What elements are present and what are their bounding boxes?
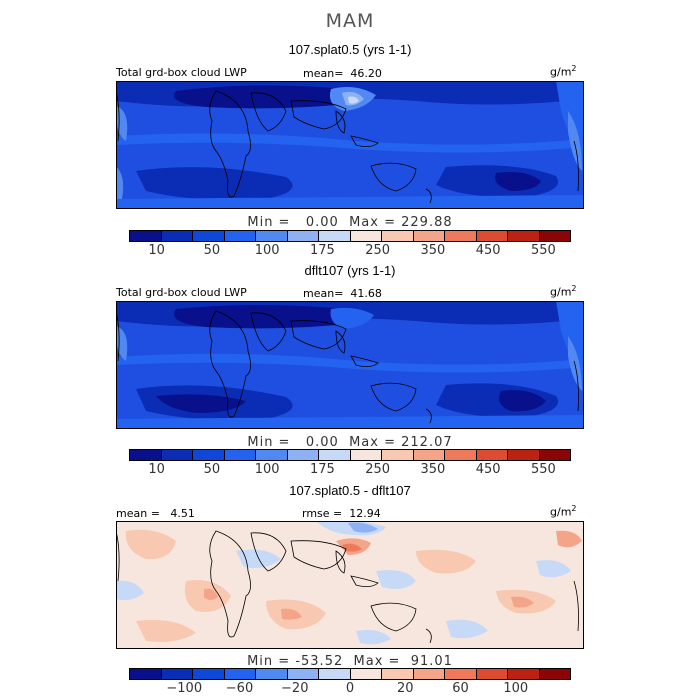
panel-3-rmse-value: 12.94 [349,507,381,520]
colorbar-tick-label: 550 [530,462,556,477]
colorbar-tick-label: 550 [530,243,556,258]
panel-3-title: 107.splat0.5 - dflt107 [289,483,411,498]
colorbar-swatch [413,450,445,460]
panel-1-mean-value: 46.20 [350,67,382,80]
panel-2-mean-label: mean= [303,287,344,300]
colorbar-swatch [382,450,414,460]
colorbar-tick-label: 250 [365,243,391,258]
panel-2-mean-stat: mean= 41.68 [303,287,382,300]
colorbar-swatch [224,669,256,679]
panel-3-rmse-stat: rmse = 12.94 [302,507,381,520]
colorbar-tick-label: 50 [203,243,221,258]
colorbar-tick-label: 350 [420,243,446,258]
panel-2-mean-value: 41.68 [350,287,382,300]
colorbar-tick-label: −60 [225,681,254,696]
colorbar-swatch [193,231,225,241]
panel-3-minmax: Min = -53.52 Max = 91.01 [247,654,453,669]
colorbar-swatch [350,669,382,679]
colorbar-swatch [287,669,319,679]
colorbar-swatch [193,669,225,679]
colorbar-tick-label: 350 [420,462,446,477]
colorbar-tick-label: 175 [309,243,335,258]
panel-1-title: 107.splat0.5 (yrs 1-1) [288,42,412,57]
panel-3-colorbar-ticks: −100 −60 −20 0 20 60 100 [129,681,571,699]
panel-3-units: g/m2 [550,504,577,519]
panel-1-map [116,81,584,209]
colorbar-swatch [508,231,540,241]
panel-1-units: g/m2 [550,64,577,79]
colorbar-tick-label: 100 [254,462,280,477]
panel-2-variable-label: Total grd-box cloud LWP [116,286,247,299]
colorbar-swatch [476,231,508,241]
colorbar-tick-label: 175 [309,462,335,477]
colorbar-swatch [508,450,540,460]
panel-2-minmax: Min = 0.00 Max = 212.07 [247,435,453,450]
colorbar-swatch [319,450,351,460]
colorbar-swatch [382,669,414,679]
colorbar-tick-label: 10 [148,243,165,258]
panel-3-mean-label: mean = [116,507,160,520]
colorbar-swatch [319,231,351,241]
colorbar-swatch [476,669,508,679]
colorbar-swatch [508,669,540,679]
colorbar-tick-label: −20 [281,681,309,696]
colorbar-swatch [539,231,570,241]
panel-2-units: g/m2 [550,284,577,299]
panel-2-map [116,301,584,429]
panel-1-variable-label: Total grd-box cloud LWP [116,66,247,79]
colorbar-tick-label: 250 [365,462,391,477]
colorbar-tick-label: 100 [254,243,280,258]
colorbar-swatch [287,231,319,241]
colorbar-swatch [539,669,570,679]
colorbar-swatch [161,231,193,241]
colorbar-swatch [161,669,193,679]
colorbar-tick-label: −100 [166,681,203,696]
colorbar-swatch [256,450,288,460]
panel-1-minmax: Min = 0.00 Max = 229.88 [247,215,453,230]
colorbar-swatch [413,231,445,241]
panel-3-map [116,521,584,649]
colorbar-tick-label: 10 [148,462,165,477]
colorbar-swatch [445,669,477,679]
colorbar-tick-label: 60 [452,681,469,696]
colorbar-tick-label: 450 [475,462,501,477]
panel-3-mean-value: 4.51 [170,507,195,520]
colorbar-swatch [539,450,570,460]
colorbar-swatch [161,450,193,460]
colorbar-swatch [130,669,162,679]
colorbar-swatch [476,450,508,460]
colorbar-swatch [193,450,225,460]
colorbar-swatch [350,450,382,460]
colorbar-swatch [130,450,162,460]
colorbar-tick-label: 0 [345,681,355,696]
colorbar-tick-label: 20 [396,681,414,696]
panel-3-colorbar [129,668,571,680]
panel-3-rmse-label: rmse = [302,507,343,520]
panel-2-colorbar-ticks: 10 50 100 175 250 350 450 550 [129,462,571,480]
colorbar-swatch [350,231,382,241]
colorbar-swatch [445,450,477,460]
colorbar-swatch [319,669,351,679]
panel-1-mean-stat: mean= 46.20 [303,67,382,80]
panel-2-colorbar [129,449,571,461]
colorbar-swatch [445,231,477,241]
colorbar-swatch [256,231,288,241]
colorbar-swatch [413,669,445,679]
panel-3-mean-stat: mean = 4.51 [116,507,195,520]
panel-2-title: dflt107 (yrs 1-1) [304,263,396,278]
colorbar-swatch [224,450,256,460]
colorbar-tick-label: 50 [203,462,221,477]
panel-1-mean-label: mean= [303,67,344,80]
colorbar-swatch [130,231,162,241]
colorbar-swatch [287,450,319,460]
colorbar-swatch [224,231,256,241]
panel-1-colorbar [129,230,571,242]
season-title: MAM [325,10,375,32]
panel-1-colorbar-ticks: 10 50 100 175 250 350 450 550 [129,243,571,261]
colorbar-swatch [256,669,288,679]
colorbar-tick-label: 100 [503,681,529,696]
colorbar-tick-label: 450 [475,243,501,258]
colorbar-swatch [382,231,414,241]
